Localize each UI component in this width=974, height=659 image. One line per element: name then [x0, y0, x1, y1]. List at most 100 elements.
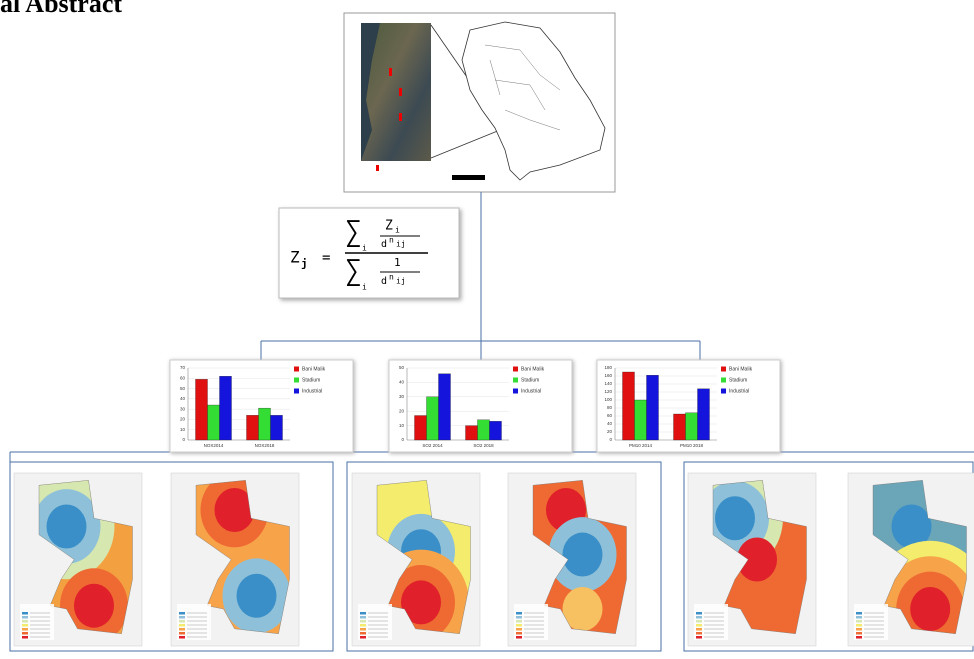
legend-swatch [179, 624, 185, 627]
formula-lhs-sub: j [301, 257, 308, 270]
y-tick-label: 160 [604, 373, 612, 378]
legend-swatch [22, 624, 28, 627]
legend-swatch [360, 616, 366, 619]
contour [563, 533, 603, 577]
sum-sign: ∑ [345, 215, 362, 248]
legend-swatch [516, 632, 522, 635]
y-tick-label: 30 [399, 394, 405, 399]
legend-label: Stadium [521, 377, 539, 383]
y-tick-label: 10 [399, 423, 405, 428]
legend-swatch [513, 367, 518, 372]
n: n [389, 273, 394, 282]
bar [674, 414, 686, 440]
legend-swatch [696, 636, 702, 639]
legend-label: Industrial [521, 388, 541, 394]
legend-marker [376, 165, 379, 171]
contour [910, 587, 950, 631]
legend-swatch [856, 616, 862, 619]
x-tick-label: PM10 2018 [680, 443, 704, 448]
y-tick-label: 70 [180, 365, 186, 370]
legend-swatch [696, 616, 702, 619]
bar [686, 413, 698, 440]
one: 1 [394, 256, 401, 269]
y-tick-label: 40 [180, 396, 186, 401]
legend-swatch [360, 628, 366, 631]
bar [427, 397, 439, 440]
legend-swatch [696, 632, 702, 635]
y-tick-label: 100 [604, 397, 612, 402]
legend-swatch [513, 389, 518, 394]
legend-swatch [179, 628, 185, 631]
legend-swatch [179, 616, 185, 619]
legend-swatch [516, 628, 522, 631]
legend-swatch [360, 612, 366, 615]
graphical-abstract: al Abstract Z j = ∑ i Z i d n ij ∑ i 1 [0, 0, 974, 659]
x-tick-label: NOX2014 [204, 443, 224, 448]
legend-swatch [856, 632, 862, 635]
legend-swatch [179, 632, 185, 635]
legend-swatch [22, 620, 28, 623]
scale-bar [452, 175, 485, 180]
legend-label: Industrial [729, 388, 749, 394]
bar [478, 420, 490, 440]
n: n [389, 236, 394, 245]
ij: ij [396, 240, 406, 249]
ij: ij [396, 277, 406, 286]
z: Z [385, 219, 393, 234]
legend-label: Stadium [729, 377, 747, 383]
y-tick-label: 20 [180, 417, 186, 422]
z-sub: i [395, 226, 400, 235]
bar [490, 421, 502, 440]
legend-swatch [516, 620, 522, 623]
legend-swatch [22, 628, 28, 631]
legend-label: Bani Malik [521, 366, 545, 372]
y-tick-label: 120 [604, 389, 612, 394]
legend-swatch [696, 628, 702, 631]
y-tick-label: 80 [607, 405, 613, 410]
legend-swatch [360, 620, 366, 623]
contour [47, 505, 87, 549]
y-tick-label: 50 [180, 386, 186, 391]
y-tick-label: 50 [399, 365, 405, 370]
x-tick-label: SO2 2018 [473, 443, 494, 448]
y-tick-label: 60 [180, 375, 186, 380]
bar [623, 372, 635, 440]
d: d [381, 276, 387, 287]
legend-swatch [516, 612, 522, 615]
legend-swatch [516, 624, 522, 627]
bar [208, 405, 220, 440]
legend-swatch [696, 612, 702, 615]
y-tick-label: 40 [607, 421, 613, 426]
legend-swatch [856, 620, 862, 623]
sum-index: i [362, 283, 367, 292]
legend-label: Bani Malik [729, 366, 753, 372]
contour [715, 496, 755, 540]
bar [647, 375, 659, 440]
legend-swatch [721, 378, 726, 383]
d: d [381, 239, 387, 250]
y-tick-label: 40 [399, 380, 405, 385]
y-tick-label: 180 [604, 365, 612, 370]
bar [635, 400, 647, 440]
sum-index: i [362, 244, 367, 253]
formula-lhs: Z [290, 248, 300, 267]
legend-swatch [696, 620, 702, 623]
maps [14, 465, 974, 659]
legend-swatch [516, 616, 522, 619]
legend-swatch [516, 636, 522, 639]
bar [247, 415, 259, 440]
y-tick-label: 140 [604, 381, 612, 386]
legend-swatch [22, 632, 28, 635]
legend-label: Bani Malik [302, 366, 326, 372]
legend-swatch [721, 367, 726, 372]
legend-swatch [294, 389, 299, 394]
bar [415, 416, 427, 440]
legend-swatch [856, 624, 862, 627]
legend-swatch [179, 636, 185, 639]
legend-swatch [856, 628, 862, 631]
legend-swatch [360, 632, 366, 635]
y-tick-label: 20 [399, 408, 405, 413]
station-marker [399, 113, 402, 121]
legend-swatch [856, 636, 862, 639]
